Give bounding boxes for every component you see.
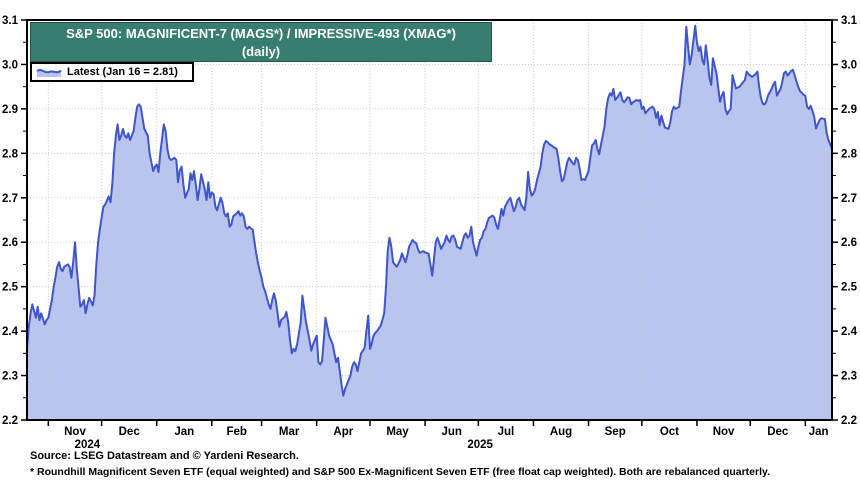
y-axis-label-right: 2.9 bbox=[841, 104, 857, 116]
x-month-label: Jun bbox=[441, 426, 461, 438]
y-axis-label-left: 2.8 bbox=[2, 148, 19, 160]
y-axis-label-right: 2.6 bbox=[841, 237, 857, 249]
x-year-label: 2024 bbox=[75, 439, 101, 451]
x-month-label: Dec bbox=[119, 426, 141, 438]
source-note: Source: LSEG Datastream and © Yardeni Re… bbox=[30, 450, 299, 462]
x-month-label: Mar bbox=[279, 426, 300, 438]
y-axis-label-left: 2.2 bbox=[2, 415, 18, 427]
y-axis-label-right: 2.7 bbox=[841, 193, 857, 205]
x-month-label: Dec bbox=[767, 426, 789, 438]
y-axis-label-left: 2.9 bbox=[2, 104, 18, 116]
x-year-label: 2025 bbox=[467, 439, 493, 451]
y-axis-label-right: 2.4 bbox=[841, 326, 858, 338]
chart-title: S&P 500: MAGNIFICENT-7 (MAGS*) / IMPRESS… bbox=[66, 26, 456, 41]
x-month-label: Aug bbox=[550, 426, 572, 438]
x-month-label: Jul bbox=[498, 426, 515, 438]
y-axis-label-right: 2.5 bbox=[841, 282, 858, 294]
x-month-label: Jan bbox=[174, 426, 194, 438]
legend: Latest (Jan 16 = 2.81) bbox=[30, 62, 194, 82]
y-axis-label-right: 2.8 bbox=[841, 148, 858, 160]
y-axis-label-left: 3.0 bbox=[2, 59, 18, 71]
x-month-label: Jan bbox=[809, 426, 829, 438]
y-axis-label-left: 2.5 bbox=[2, 282, 19, 294]
series-area-fill bbox=[27, 25, 832, 421]
x-month-label: Apr bbox=[333, 426, 353, 438]
footnote: * Roundhill Magnificent Seven ETF (equal… bbox=[30, 466, 770, 478]
y-axis-label-right: 2.2 bbox=[841, 415, 857, 427]
legend-label: Latest (Jan 16 = 2.81) bbox=[67, 66, 178, 78]
y-axis-label-left: 2.7 bbox=[2, 193, 18, 205]
y-axis-label-left: 2.6 bbox=[2, 237, 18, 249]
y-axis-label-left: 2.4 bbox=[2, 326, 19, 338]
x-month-label: May bbox=[386, 426, 409, 438]
y-axis-label-left: 3.1 bbox=[2, 15, 19, 27]
x-month-label: Sep bbox=[605, 426, 626, 438]
series-line bbox=[26, 24, 833, 397]
x-month-label: Oct bbox=[660, 426, 679, 438]
series-swatch-icon bbox=[36, 68, 62, 77]
y-axis-label-right: 3.1 bbox=[841, 15, 858, 27]
y-axis-label-right: 2.3 bbox=[841, 371, 857, 383]
chart-subtitle: (daily) bbox=[241, 44, 281, 59]
x-month-label: Nov bbox=[713, 426, 735, 438]
y-axis-label-left: 2.3 bbox=[2, 371, 18, 383]
x-month-label: Nov bbox=[64, 426, 86, 438]
y-axis-label-right: 3.0 bbox=[841, 59, 857, 71]
x-month-label: Feb bbox=[226, 426, 246, 438]
chart-title-box: S&P 500: MAGNIFICENT-7 (MAGS*) / IMPRESS… bbox=[30, 22, 492, 62]
